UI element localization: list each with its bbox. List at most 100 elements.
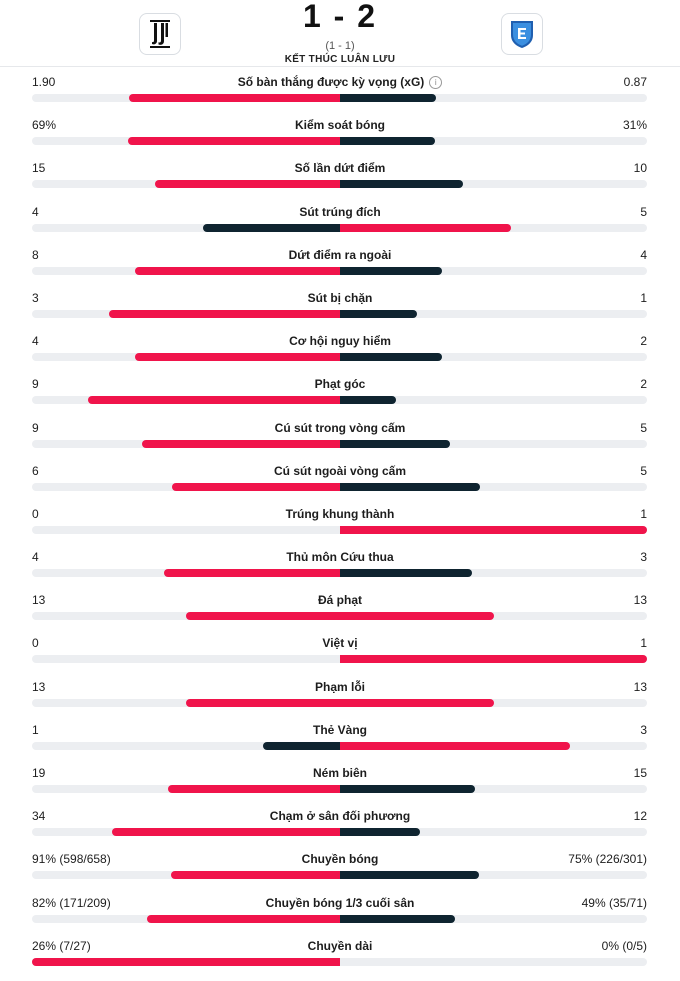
away-bar-track (340, 353, 647, 362)
home-bar-fill (134, 266, 340, 275)
stat-label: Cơ hội nguy hiểm (0, 334, 680, 349)
stat-label-text: Dứt điểm ra ngoài (288, 247, 392, 262)
away-bar-track (340, 785, 647, 793)
stat-label: Ném biên (0, 766, 680, 781)
home-bar-fill (203, 223, 340, 232)
home-stat-value: 6 (32, 463, 39, 478)
away-bar-fill (340, 698, 494, 707)
away-bar-fill (340, 871, 479, 880)
home-team-logo[interactable] (139, 13, 181, 55)
stat-label-text: Thẻ Vàng (312, 722, 367, 737)
away-bar-fill (340, 655, 647, 664)
home-bar-track (32, 223, 340, 232)
stat-row: 9 Cú sút trong vòng cấm 5 (0, 413, 680, 456)
away-bar-track (340, 871, 647, 880)
stat-label: Chuyền bóng 1/3 cuối sân (0, 896, 680, 911)
home-bar-track (32, 698, 340, 707)
away-bar-fill (340, 396, 396, 405)
away-stat-value: 13 (633, 679, 647, 694)
home-bar-track (32, 871, 340, 880)
home-bar-track (32, 525, 340, 534)
stat-label-text: Kiểm soát bóng (294, 118, 385, 133)
away-stat-value: 15 (633, 766, 647, 780)
stat-label-text: Thủ môn Cứu thua (286, 550, 394, 565)
home-bar-track (32, 396, 340, 405)
stat-row: 13 Đá phạt 13 (0, 585, 680, 628)
aggregate-score: (1 - 1) (325, 40, 355, 52)
away-stat-value: 3 (640, 722, 647, 737)
stat-label-text: Việt vị (322, 636, 358, 651)
home-stat-value: 4 (32, 550, 39, 565)
away-bar-track (340, 957, 647, 966)
away-stat-value: 2 (640, 334, 647, 349)
home-bar-track (32, 914, 340, 923)
stat-label: Đá phạt (0, 593, 680, 608)
match-score: 1 - 2 (302, 0, 378, 34)
stat-label: Thủ môn Cứu thua (0, 550, 680, 565)
home-bar-track (32, 957, 340, 966)
match-status: KẾT THÚC LUÂN LƯU (284, 54, 396, 65)
home-stat-value: 4 (32, 204, 39, 219)
home-bar-fill (147, 914, 340, 923)
home-bar-fill (186, 698, 340, 707)
stat-label-text: Đá phạt (317, 593, 362, 608)
home-stat-value: 9 (32, 420, 39, 435)
away-bar-fill (340, 741, 571, 750)
away-stat-value: 12 (633, 809, 647, 824)
stat-row: 4 Cơ hội nguy hiểm 2 (0, 326, 680, 369)
away-bar-fill (340, 439, 450, 448)
away-stat-value: 4 (640, 247, 647, 262)
stat-label: Chạm ở sân đối phương (0, 809, 680, 824)
away-bar-track (340, 828, 647, 837)
away-stat-value: 1 (640, 290, 647, 305)
match-header: 1 - 2 (1 - 1) KẾT THÚC LUÂN LƯU (0, 0, 680, 66)
home-bar-fill (112, 828, 340, 837)
away-bar-track (340, 612, 647, 621)
away-stat-value: 13 (633, 593, 647, 608)
home-stat-value: 13 (32, 679, 46, 694)
stat-row: 34 Chạm ở sân đối phương 12 (0, 801, 680, 844)
stat-label-text: Chạm ở sân đối phương (269, 809, 411, 824)
stat-row: 0 Trúng khung thành 1 (0, 499, 680, 542)
home-stat-value: 9 (32, 377, 39, 392)
stat-label: Dứt điểm ra ngoài (0, 248, 680, 263)
stat-label-text: Cú sút trong vòng cấm (274, 420, 406, 435)
home-bar-track (32, 741, 340, 750)
stat-row: 3 Sút bị chặn 1 (0, 283, 680, 326)
away-bar-fill (340, 180, 463, 189)
home-bar-fill (32, 957, 340, 966)
stat-label-text: Trúng khung thành (285, 506, 395, 521)
stat-label-text: Phạm lỗi (314, 679, 365, 694)
home-bar-track (32, 439, 340, 448)
away-bar-fill (340, 137, 436, 146)
home-bar-track (32, 785, 340, 793)
home-bar-fill (155, 180, 340, 189)
away-stat-value: 1 (640, 506, 647, 521)
away-bar-fill (340, 353, 443, 362)
away-team-logo[interactable] (501, 13, 543, 55)
away-bar-fill (340, 914, 455, 923)
away-stat-value: 31% (622, 118, 647, 133)
stat-label-text: Chuyền bóng (301, 852, 379, 867)
away-bar-fill (340, 94, 437, 102)
away-bar-fill (340, 266, 443, 275)
away-bar-fill (340, 482, 480, 491)
info-circle-icon[interactable]: i (429, 76, 443, 89)
home-bar-fill (167, 785, 340, 793)
stat-label: Sút trúng đích (0, 205, 680, 220)
away-bar-track (340, 655, 647, 664)
stat-row: 69% Kiểm soát bóng 31% (0, 110, 680, 153)
stat-row: 6 Cú sút ngoài vòng cấm 5 (0, 456, 680, 499)
stat-label-text: Cú sút ngoài vòng cấm (273, 463, 406, 478)
stat-row: 26% (7/27) Chuyền dài 0% (0/5) (0, 931, 680, 974)
stat-row: 15 Số lần dứt điểm 10 (0, 153, 680, 196)
stat-label-text: Số bàn thắng được kỳ vọng (xG) (237, 75, 425, 89)
home-bar-fill (88, 396, 340, 405)
stat-label-text: Phạt góc (314, 377, 366, 392)
home-bar-track (32, 655, 340, 664)
away-bar-fill (340, 309, 417, 318)
away-bar-track (340, 439, 647, 448)
home-bar-track (32, 828, 340, 837)
home-bar-fill (128, 94, 340, 102)
stat-row: 0 Việt vị 1 (0, 628, 680, 671)
